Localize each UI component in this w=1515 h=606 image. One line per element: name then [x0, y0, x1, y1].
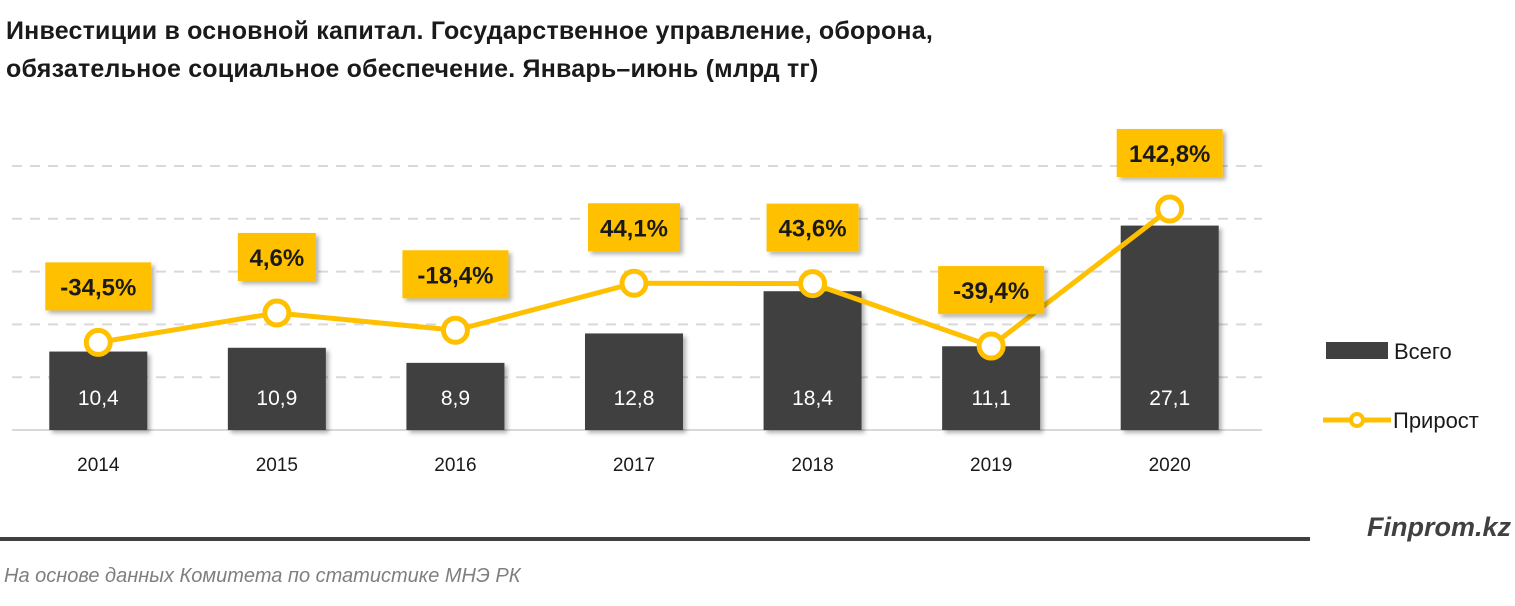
growth-point-2019 [976, 331, 1006, 361]
legend-swatch-total [1326, 342, 1388, 359]
x-tick-label: 2016 [434, 455, 476, 476]
bar-2020 [1120, 225, 1219, 430]
bar-value-label: 8,9 [441, 387, 470, 410]
growth-label-box [766, 203, 859, 252]
bar-2014 [49, 351, 148, 430]
bar-value-label: 10,9 [256, 387, 297, 410]
growth-label: 43,6% [779, 216, 847, 243]
growth-label: -39,4% [953, 278, 1029, 305]
growth-point-2014 [83, 327, 113, 357]
growth-label-box [938, 266, 1045, 315]
growth-label: -18,4% [417, 262, 493, 289]
x-tick-label: 2020 [1149, 455, 1191, 476]
bar-value-label: 12,8 [614, 387, 655, 410]
legend-label-growth: Прирост [1393, 408, 1479, 433]
bar-value-label: 11,1 [971, 387, 1010, 410]
title-line-2: обязательное социальное обеспечение. Янв… [6, 55, 819, 83]
bar-2017 [585, 333, 683, 430]
chart-title: Инвестиции в основной капитал. Государст… [6, 12, 933, 88]
growth-point-2016 [440, 315, 470, 345]
legend-label-total: Всего [1394, 339, 1452, 364]
legend-swatch-growth-marker [1349, 412, 1365, 428]
growth-point-2020 [1155, 194, 1185, 224]
brand-logo: Finprom.kz [1366, 512, 1511, 542]
growth-point-2017 [619, 268, 649, 298]
footer-divider [0, 537, 1310, 541]
x-tick-label: 2015 [256, 455, 298, 476]
growth-label-box [237, 232, 316, 281]
growth-label-box [402, 250, 509, 299]
growth-label: 142,8% [1129, 141, 1210, 168]
growth-label-box [1116, 129, 1223, 178]
title-line-1: Инвестиции в основной капитал. Государст… [6, 17, 933, 45]
bar-2015 [227, 347, 326, 430]
growth-label: -34,5% [60, 274, 136, 301]
growth-label-box [45, 262, 152, 311]
bar-value-label: 18,4 [792, 387, 833, 410]
growth-label: 44,1% [600, 215, 668, 242]
bar-2018 [763, 291, 862, 430]
x-tick-label: 2019 [970, 455, 1012, 476]
bar-value-label: 10,4 [78, 387, 119, 410]
x-tick-label: 2018 [791, 455, 833, 476]
x-tick-label: 2014 [77, 455, 120, 476]
growth-point-2015 [262, 298, 292, 328]
source-note: На основе данных Комитета по статистике … [4, 565, 521, 587]
bar-2016 [406, 362, 505, 430]
growth-label-box [588, 203, 680, 252]
growth-label: 4,6% [250, 245, 305, 272]
bar-value-label: 27,1 [1149, 387, 1190, 410]
growth-point-2018 [798, 269, 828, 299]
x-tick-label: 2017 [613, 455, 655, 476]
